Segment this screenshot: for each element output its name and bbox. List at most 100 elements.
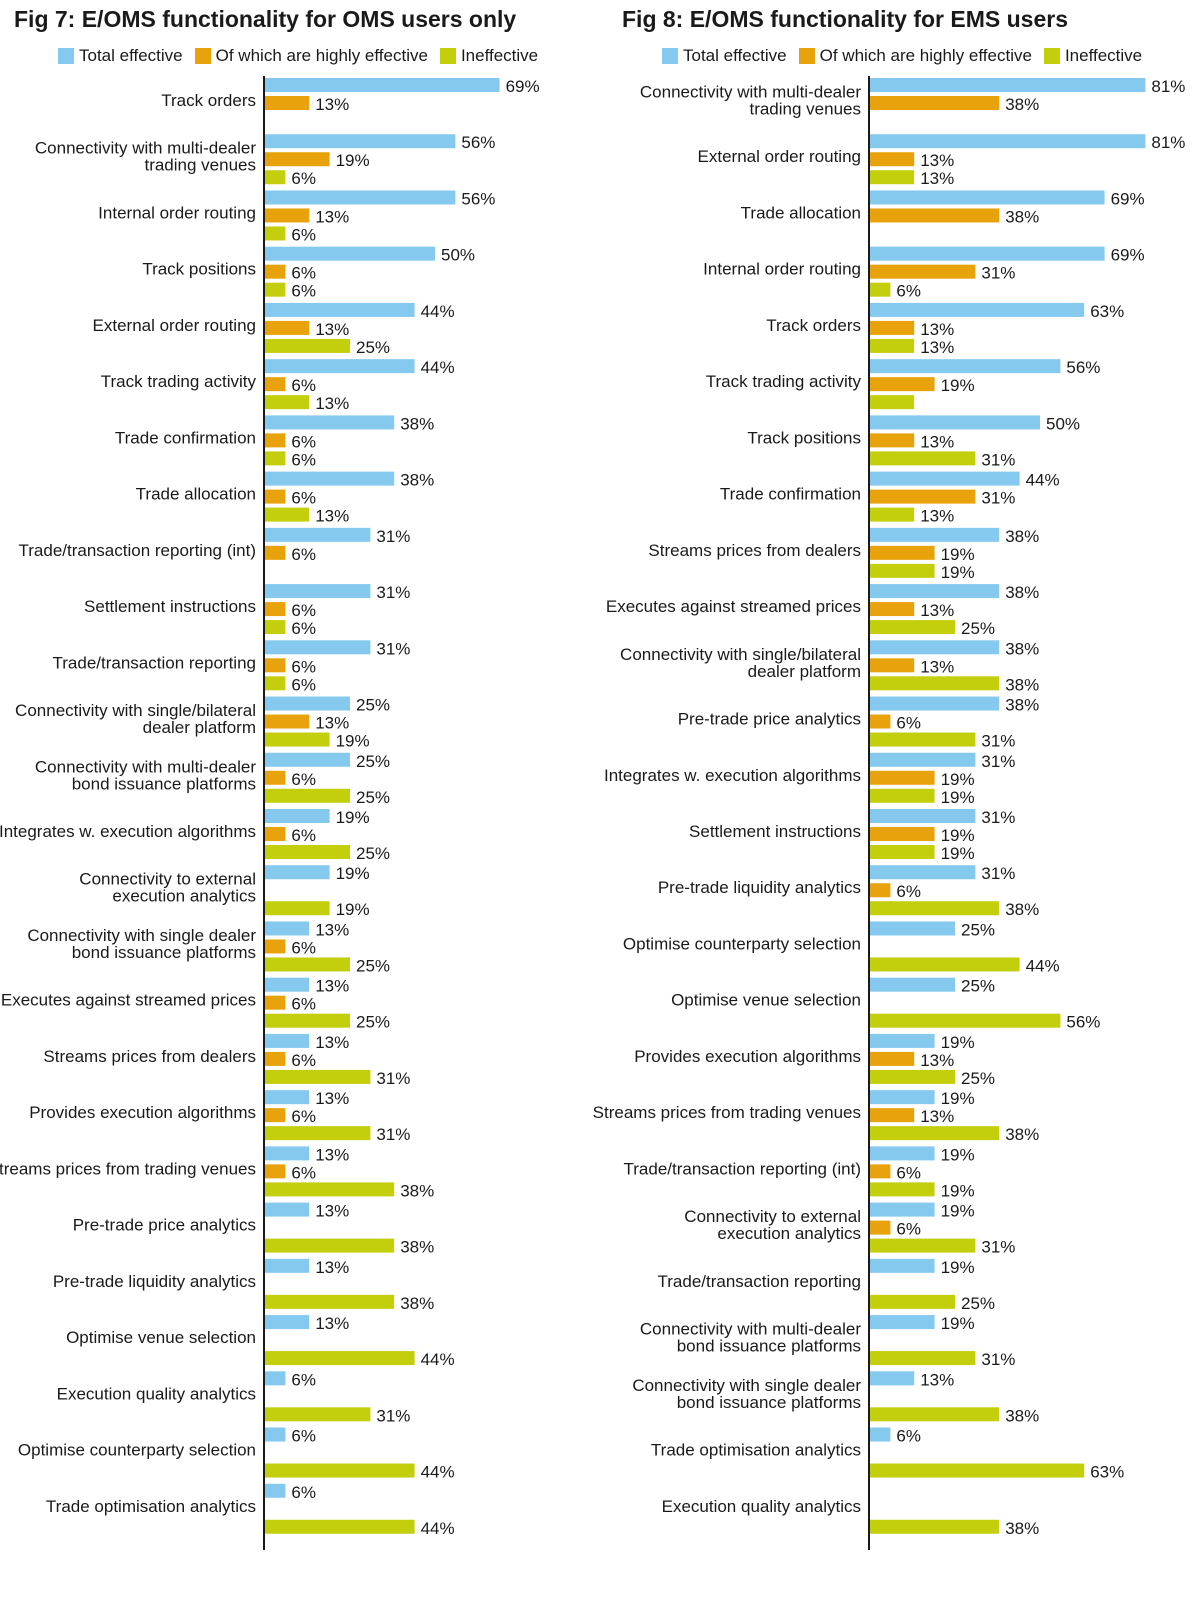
value-label: 13%	[920, 338, 954, 357]
bar-total-effective	[265, 1258, 310, 1273]
category-label: External order routing	[93, 316, 256, 335]
value-label: 6%	[291, 169, 316, 188]
value-label: 6%	[291, 1107, 316, 1126]
value-label: 6%	[291, 770, 316, 789]
bar-of-which-are-highly-effective	[265, 602, 286, 617]
bar-group-trade-transaction-reporting-int: Trade/transaction reporting (int) 19% 6% 19…	[624, 1145, 975, 1200]
category-label: Trade/transaction reporting	[53, 653, 256, 672]
category-label: bond issuance platforms	[72, 774, 256, 793]
category-label: Pre-trade price analytics	[678, 710, 861, 729]
fig7-legend-total: Total effective	[58, 46, 183, 66]
fig8-title: Fig 8: E/OMS functionality for EMS users	[622, 6, 1068, 32]
value-label: 13%	[315, 714, 349, 733]
bar-ineffective	[265, 732, 330, 747]
value-label: 56%	[461, 189, 495, 208]
category-label: Connectivity with multi-dealer	[640, 1320, 861, 1339]
value-label: 6%	[291, 657, 316, 676]
bar-ineffective	[870, 1407, 1000, 1422]
bar-group-streams-prices-from-trading-venues: Streams prices from trading venues 13%6% 3…	[0, 1145, 434, 1200]
value-label: 6%	[291, 675, 316, 694]
bar-ineffective	[265, 282, 286, 297]
bar-ineffective	[265, 226, 286, 241]
bar-of-which-are-highly-effective	[870, 545, 935, 560]
value-label: 6%	[291, 282, 316, 301]
value-label: 6%	[896, 282, 921, 301]
bar-of-which-are-highly-effective	[265, 939, 286, 954]
bar-total-effective	[870, 1427, 891, 1442]
category-label: Trade optimisation analytics	[46, 1497, 256, 1516]
category-label: External order routing	[698, 147, 861, 166]
legend-label-highly: Of which are highly effective	[215, 46, 428, 65]
value-label: 6%	[896, 1220, 921, 1239]
bar-group-track-orders: Track orders 63% 13%13%	[766, 302, 1124, 357]
bar-ineffective	[870, 563, 935, 578]
value-label: 19%	[941, 1202, 975, 1221]
bar-ineffective	[870, 507, 915, 522]
legend-label-total: Total effective	[79, 46, 183, 65]
value-label: 6%	[896, 1427, 921, 1446]
bar-group-track-orders: Track orders 69% 13%	[161, 77, 539, 114]
bar-group-track-positions: Track positions 50% 6%6%	[142, 246, 475, 301]
bar-total-effective	[265, 1427, 286, 1442]
bar-total-effective	[265, 752, 350, 767]
value-label: 6%	[291, 450, 316, 469]
bar-total-effective	[870, 1202, 935, 1217]
value-label: 6%	[291, 1427, 316, 1446]
category-label: Optimise venue selection	[671, 991, 861, 1010]
value-label: 38%	[1005, 1125, 1039, 1144]
value-label: 25%	[961, 1069, 995, 1088]
category-label: execution analytics	[112, 887, 256, 906]
category-label: Settlement instructions	[689, 822, 861, 841]
value-label: 38%	[400, 1238, 434, 1257]
value-label: 19%	[336, 864, 370, 883]
bar-ineffective	[870, 1519, 1000, 1534]
bar-ineffective	[265, 170, 286, 185]
value-label: 6%	[291, 1483, 316, 1502]
bar-ineffective	[265, 676, 286, 691]
bar-of-which-are-highly-effective	[265, 1164, 286, 1179]
bar-ineffective	[265, 1407, 371, 1422]
bar-ineffective	[265, 845, 350, 859]
category-label: Pre-trade liquidity analytics	[658, 878, 861, 897]
value-label: 63%	[1090, 1463, 1124, 1482]
value-label: 6%	[896, 1163, 921, 1182]
value-label: 69%	[506, 77, 540, 96]
bar-of-which-are-highly-effective	[265, 770, 286, 785]
category-label: Trade confirmation	[115, 428, 256, 447]
bar-group-trade-confirmation: Trade confirmation 44% 31% 13%	[720, 471, 1060, 526]
value-label: 6%	[291, 995, 316, 1014]
bar-total-effective	[265, 1033, 310, 1048]
bar-total-effective	[265, 302, 415, 317]
category-label: Track positions	[747, 428, 861, 447]
value-label: 19%	[941, 376, 975, 395]
category-label: Track positions	[142, 260, 256, 279]
bar-group-execution-quality-analytics: Execution quality analytics 38%	[662, 1497, 1040, 1538]
bar-group-connectivity-with-single-bilateral-dealer-platform: Connectivity with single/bilateraldealer…	[15, 696, 390, 751]
value-label: 13%	[315, 920, 349, 939]
category-label: Trade/transaction reporting (int)	[624, 1159, 861, 1178]
bar-ineffective	[870, 1182, 935, 1197]
category-label: Provides execution algorithms	[634, 1047, 861, 1066]
value-label: 19%	[941, 545, 975, 564]
bar-ineffective	[265, 620, 286, 635]
category-label: Trade/transaction reporting (int)	[19, 541, 256, 560]
bar-total-effective	[870, 78, 1146, 92]
value-label: 13%	[920, 601, 954, 620]
value-label: 31%	[981, 808, 1015, 827]
value-label: 63%	[1090, 302, 1124, 321]
bar-of-which-are-highly-effective	[265, 1108, 286, 1123]
bar-ineffective	[870, 957, 1020, 972]
bar-ineffective	[870, 395, 915, 410]
category-label: Track orders	[161, 91, 256, 110]
value-label: 19%	[336, 900, 370, 919]
bar-of-which-are-highly-effective	[870, 377, 935, 392]
value-label: 25%	[356, 696, 390, 715]
value-label: 25%	[356, 752, 390, 771]
bar-ineffective	[870, 1013, 1061, 1028]
legend-swatch-ineffective	[439, 48, 456, 64]
value-label: 44%	[1026, 471, 1060, 490]
bar-ineffective	[265, 395, 310, 410]
bar-of-which-are-highly-effective	[265, 152, 330, 167]
bar-group-settlement-instructions: Settlement instructions 31% 19%19%	[689, 808, 1015, 863]
